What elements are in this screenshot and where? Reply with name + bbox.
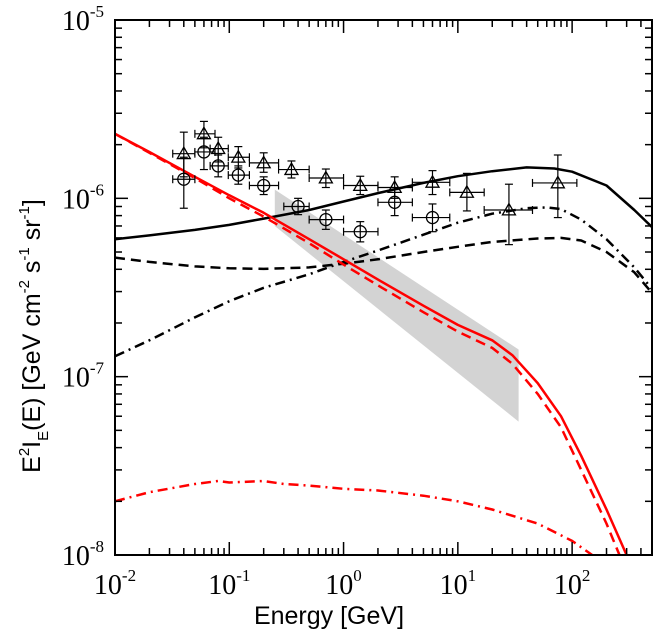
x-tick-exp: 1 bbox=[468, 566, 477, 585]
triangle-point-12 bbox=[531, 154, 578, 219]
x-tick-exp: -1 bbox=[236, 566, 250, 585]
triangle-point-11 bbox=[483, 183, 534, 246]
circle-marker-3 bbox=[231, 168, 245, 182]
triangle-point-2 bbox=[209, 136, 229, 163]
y-tick-label-1: 10-7 bbox=[62, 359, 105, 394]
triangle-marker-2 bbox=[210, 140, 226, 155]
triangle-marker-3 bbox=[230, 149, 246, 163]
uncertainty-band bbox=[274, 189, 519, 422]
circle-point-7 bbox=[342, 221, 379, 243]
circle-point-6 bbox=[308, 209, 345, 230]
ylabel-sr: sr bbox=[18, 219, 46, 247]
y-tick-base: 10 bbox=[62, 184, 90, 215]
series-line-red-dashed bbox=[115, 132, 621, 555]
ylabel-exp3: -1 bbox=[16, 206, 33, 219]
x-tick-exp: 0 bbox=[353, 566, 362, 585]
triangle-marker-6 bbox=[318, 170, 334, 184]
triangle-point-0 bbox=[172, 131, 196, 178]
series-line-red-dash-dot bbox=[115, 479, 593, 555]
triangle-marker-0 bbox=[176, 145, 192, 160]
triangle-marker-9 bbox=[424, 174, 441, 188]
plot-frame bbox=[114, 19, 653, 556]
series-line-black-dashed bbox=[115, 236, 652, 294]
circle-marker-6 bbox=[319, 212, 333, 227]
ylabel-i: I bbox=[18, 441, 46, 448]
x-tick-base: 10 bbox=[94, 570, 122, 601]
triangle-point-9 bbox=[411, 170, 451, 196]
circle-marker-5 bbox=[291, 199, 305, 214]
x-axis-label: Energy [GeV] bbox=[254, 602, 404, 630]
band-layer bbox=[274, 189, 519, 422]
circle-point-4 bbox=[248, 176, 280, 196]
triangle-point-4 bbox=[248, 152, 280, 173]
triangle-point-7 bbox=[342, 175, 379, 196]
x-tick-base: 10 bbox=[325, 570, 353, 601]
y-tick-base: 10 bbox=[62, 541, 90, 572]
triangle-marker-8 bbox=[387, 179, 403, 194]
circle-point-9 bbox=[411, 203, 451, 233]
series-layer bbox=[115, 132, 652, 555]
triangle-marker-12 bbox=[550, 175, 566, 189]
triangle-point-1 bbox=[194, 120, 216, 149]
circle-marker-7 bbox=[353, 225, 367, 239]
x-tick-label-0: 10-2 bbox=[94, 566, 136, 601]
x-tick-label-3: 101 bbox=[440, 566, 477, 601]
y-tick-label-3: 10-5 bbox=[62, 2, 104, 37]
triangle-marker-7 bbox=[352, 177, 368, 192]
ylabel-close: ] bbox=[18, 199, 46, 206]
triangle-point-10 bbox=[449, 172, 485, 212]
y-tick-label-0: 10-8 bbox=[62, 537, 104, 572]
ylabel-exp1: -2 bbox=[16, 280, 33, 293]
y-tick-exp: -7 bbox=[90, 359, 105, 378]
ylabel-sub: E bbox=[35, 431, 52, 441]
ylabel-rest: (E) [GeV cm bbox=[18, 293, 46, 431]
y-tick-exp: -6 bbox=[90, 180, 104, 199]
ylabel-s: s bbox=[18, 261, 46, 280]
circle-marker-4 bbox=[257, 178, 271, 193]
x-tick-label-1: 10-1 bbox=[208, 566, 250, 601]
triangle-marker-11 bbox=[501, 202, 517, 216]
circle-point-5 bbox=[283, 197, 310, 216]
triangle-point-8 bbox=[377, 176, 413, 199]
x-tick-label-2: 100 bbox=[325, 566, 362, 601]
circle-marker-9 bbox=[425, 210, 440, 225]
triangle-marker-5 bbox=[283, 161, 300, 176]
y-axis-label: E2IE(E) [GeV cm-2 s-1 sr-1] bbox=[16, 199, 52, 473]
triangle-point-6 bbox=[308, 168, 345, 189]
ylabel-sup: 2 bbox=[16, 448, 33, 456]
y-tick-exp: -5 bbox=[90, 2, 104, 21]
x-tick-exp: 2 bbox=[582, 566, 591, 585]
triangle-point-3 bbox=[227, 146, 251, 169]
points-layer bbox=[172, 120, 578, 246]
ylabel-e: E bbox=[18, 456, 46, 473]
triangle-marker-10 bbox=[459, 184, 475, 198]
x-tick-base: 10 bbox=[208, 570, 236, 601]
circle-point-3 bbox=[227, 165, 251, 185]
triangle-marker-1 bbox=[196, 126, 212, 140]
series-line-red-solid bbox=[115, 132, 628, 555]
y-tick-base: 10 bbox=[62, 6, 90, 37]
ylabel-exp2: -1 bbox=[16, 247, 33, 260]
x-tick-base: 10 bbox=[554, 570, 582, 601]
triangle-point-5 bbox=[277, 160, 310, 179]
ticks-layer bbox=[114, 19, 653, 556]
triangle-marker-4 bbox=[256, 155, 272, 169]
circle-point-2 bbox=[209, 154, 229, 178]
x-tick-base: 10 bbox=[440, 570, 468, 601]
y-tick-exp: -8 bbox=[90, 537, 104, 556]
y-tick-label-2: 10-6 bbox=[62, 180, 104, 215]
x-tick-exp: -2 bbox=[122, 566, 136, 585]
y-tick-base: 10 bbox=[62, 363, 90, 394]
x-tick-label-4: 102 bbox=[554, 566, 591, 601]
